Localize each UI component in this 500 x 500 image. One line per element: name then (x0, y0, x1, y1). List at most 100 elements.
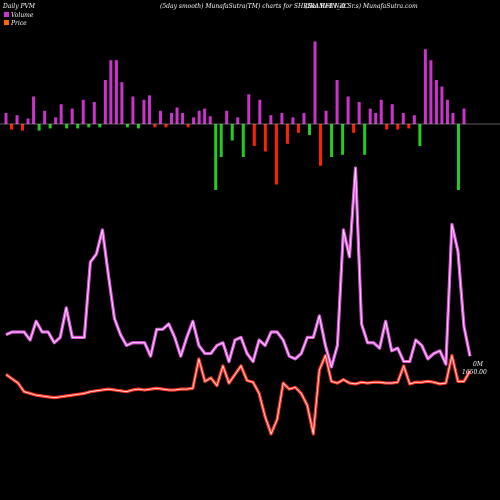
series-lines (5, 166, 472, 436)
volume-bar (429, 60, 433, 124)
volume-bar (285, 124, 289, 144)
volume-bar (65, 124, 69, 129)
volume-bar (445, 99, 449, 124)
volume-bar (219, 124, 223, 157)
volume-bar (186, 124, 190, 128)
volume-bar (236, 117, 240, 124)
volume-bar (379, 99, 383, 124)
volume-bar (136, 124, 140, 129)
volume-bar (451, 113, 455, 124)
volume-bar (170, 113, 174, 124)
volume-end-label: 0M (473, 361, 484, 368)
volume-bar (423, 49, 427, 125)
volume-bar (357, 102, 361, 124)
volume-bar (159, 110, 163, 124)
volume-bar (192, 117, 196, 124)
volume-bars (4, 41, 466, 190)
volume-bar (374, 113, 378, 124)
volume-bar (401, 113, 405, 124)
volume-bar (214, 124, 218, 190)
volume-bar (296, 124, 300, 133)
volume-bar (70, 108, 74, 124)
volume-bar (330, 124, 334, 157)
volume-bar (92, 102, 96, 124)
volume-bar (103, 80, 107, 124)
volume-bar (307, 124, 311, 135)
volume-bar (462, 108, 466, 124)
volume-bar (175, 107, 179, 124)
volume-bar (440, 86, 444, 124)
price-end-label: 1650.00 (462, 369, 487, 376)
volume-bar (59, 104, 63, 124)
volume-bar (274, 124, 278, 185)
volume-bar (225, 110, 229, 124)
volume-bar (456, 124, 460, 190)
volume-bar (280, 113, 284, 124)
volume-bar (147, 95, 151, 124)
volume-bar (418, 124, 422, 146)
volume-line (5, 167, 471, 368)
volume-bar (164, 124, 168, 128)
legend-volume-swatch (4, 12, 9, 17)
volume-bar (241, 124, 245, 157)
header-left: Daily PVM (2, 3, 36, 10)
volume-bar (319, 124, 323, 166)
volume-bar (258, 99, 262, 124)
volume-bar (291, 117, 295, 124)
volume-bar (109, 60, 113, 124)
volume-bar (335, 80, 339, 124)
volume-bar (352, 124, 356, 133)
volume-bar (385, 124, 389, 130)
volume-bar (269, 115, 273, 124)
legend-price-label: Price (10, 20, 27, 27)
volume-bar (21, 124, 25, 131)
legend-price-swatch (4, 20, 9, 25)
volume-bar (208, 116, 212, 124)
volume-bar (153, 124, 157, 128)
price-line (5, 355, 471, 435)
volume-bar (363, 124, 367, 155)
volume-bar (197, 110, 201, 124)
volume-bar (15, 115, 19, 124)
volume-bar (10, 124, 14, 130)
volume-bar (230, 124, 234, 141)
volume-bar (32, 96, 36, 124)
volume-bar (54, 117, 58, 124)
volume-bar (434, 80, 438, 124)
volume-bar (76, 124, 80, 129)
volume-bar (131, 96, 135, 124)
volume-bar (313, 41, 317, 124)
header-right: (See Red Not Sr.s) MunafaSutra.com (305, 3, 418, 10)
volume-bar (324, 110, 328, 124)
volume-bar (341, 124, 345, 155)
volume-bar (26, 118, 30, 124)
volume-bar (142, 99, 146, 124)
volume-bar (125, 124, 129, 128)
volume-bar (302, 113, 306, 124)
volume-bar (87, 124, 91, 128)
volume-bar (37, 124, 41, 131)
volume-bar (114, 60, 118, 124)
volume-bar (407, 124, 411, 129)
volume-bar (43, 110, 47, 124)
volume-bar (48, 124, 52, 129)
volume-bar (247, 94, 251, 124)
volume-bar (263, 124, 267, 152)
volume-bar (346, 96, 350, 124)
volume-bar (120, 82, 124, 124)
volume-bar (412, 115, 416, 124)
header-center: (5day smooth) MunafaSutra(TM) charts for… (160, 3, 349, 10)
volume-bar (390, 104, 394, 124)
volume-bar (396, 124, 400, 130)
legend-volume-label: Volume (11, 12, 34, 19)
volume-bar (368, 108, 372, 124)
volume-bar (252, 124, 256, 146)
volume-bar (81, 99, 85, 124)
volume-bar (4, 113, 8, 124)
volume-bar (181, 113, 185, 124)
volume-bar (98, 124, 102, 128)
volume-bar (203, 108, 207, 124)
